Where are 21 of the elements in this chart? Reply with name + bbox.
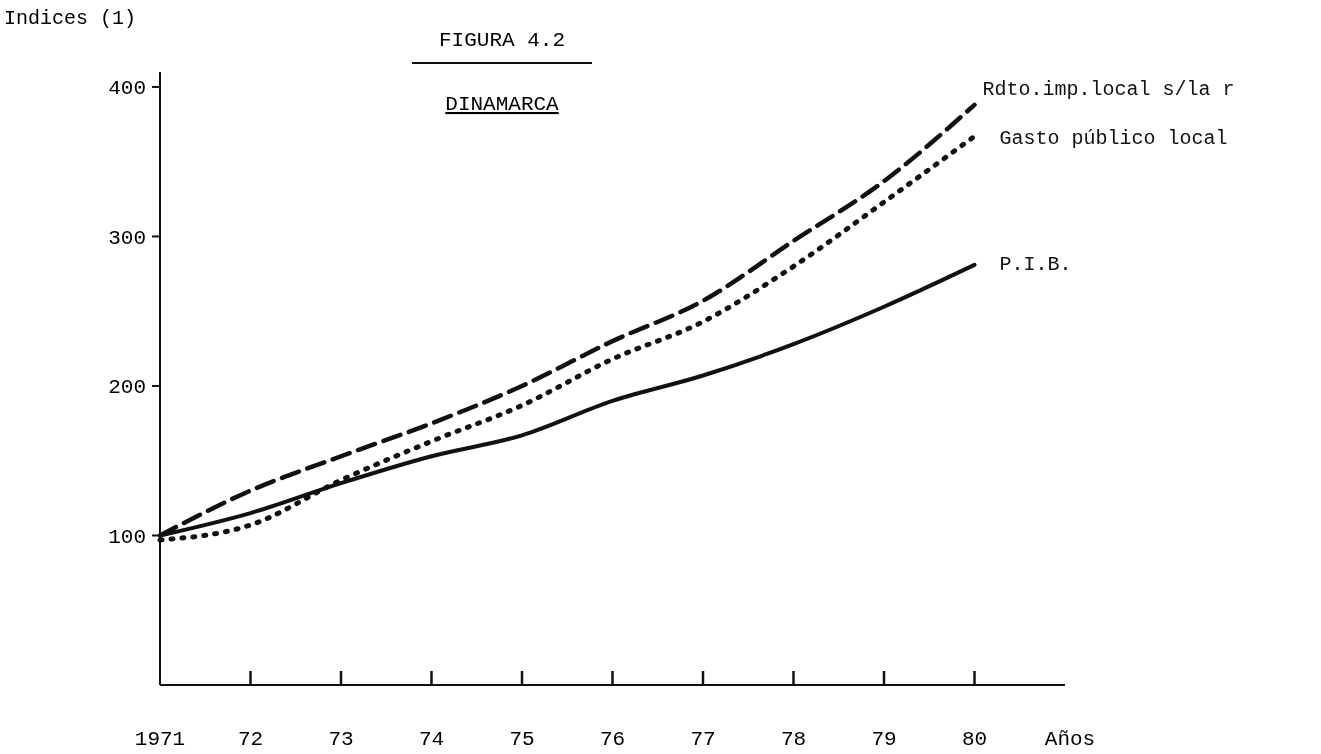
series-label: Rdto.imp.local s/la r <box>982 77 1235 101</box>
series-label: P.I.B. <box>999 252 1072 276</box>
x-tick-label: 75 <box>509 728 535 751</box>
x-axis-title: Años <box>1044 728 1096 751</box>
x-tick-label: 74 <box>418 728 445 751</box>
y-tick-label: 400 <box>108 77 146 101</box>
x-tick-label: 1971 <box>134 728 186 751</box>
x-tick-label: 72 <box>237 728 264 751</box>
y-tick-label: 300 <box>108 226 146 250</box>
y-tick-label: 200 <box>108 376 146 400</box>
x-tick-label: 76 <box>599 728 626 751</box>
y-axis-title: Indices (1) <box>4 7 137 30</box>
series-label: Gasto público local <box>999 127 1228 151</box>
y-tick-label: 100 <box>108 525 146 549</box>
x-tick-label: 77 <box>690 728 716 751</box>
text: DINAMARCA <box>445 93 560 116</box>
x-tick-label: 80 <box>961 728 988 751</box>
x-tick-label: 79 <box>871 728 897 751</box>
x-tick-label: 78 <box>780 728 807 751</box>
chart-title: FIGURA 4.2 <box>438 29 566 52</box>
x-tick-label: 73 <box>328 728 354 751</box>
